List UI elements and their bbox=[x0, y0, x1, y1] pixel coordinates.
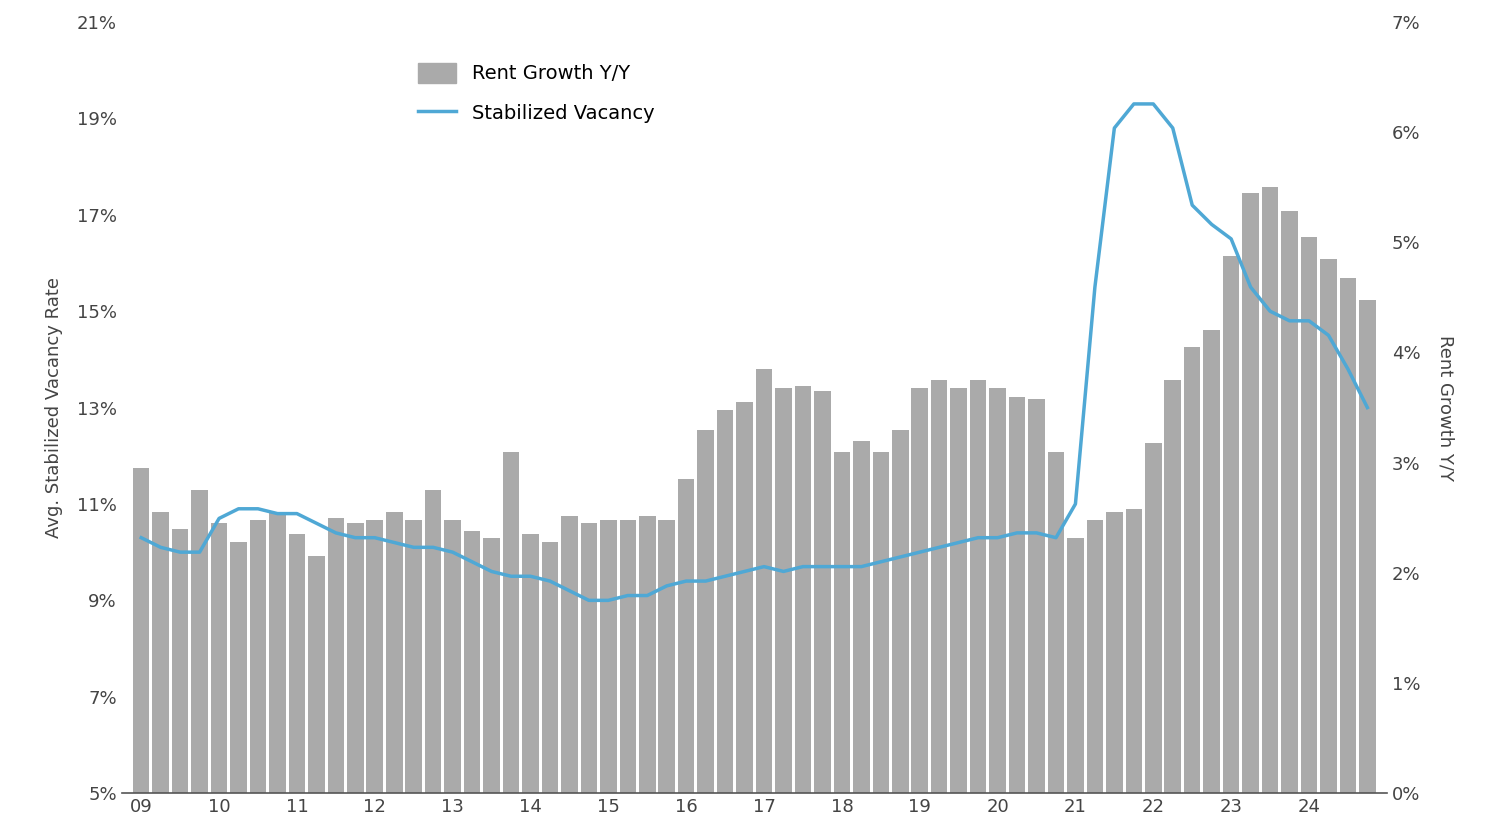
Bar bbox=[444, 520, 460, 793]
Bar bbox=[1222, 256, 1239, 793]
Bar bbox=[1320, 258, 1336, 793]
Bar bbox=[561, 515, 578, 793]
Bar bbox=[1300, 237, 1317, 793]
Bar bbox=[231, 542, 248, 793]
Bar bbox=[211, 524, 228, 793]
Bar bbox=[892, 430, 909, 793]
Bar bbox=[600, 520, 616, 793]
Bar bbox=[756, 369, 772, 793]
Legend: Rent Growth Y/Y, Stabilized Vacancy: Rent Growth Y/Y, Stabilized Vacancy bbox=[410, 55, 663, 131]
Bar bbox=[172, 529, 189, 793]
Bar bbox=[1340, 278, 1356, 793]
Bar bbox=[834, 451, 850, 793]
Bar bbox=[951, 388, 968, 793]
Bar bbox=[853, 440, 870, 793]
Bar bbox=[1144, 443, 1161, 793]
Bar bbox=[815, 391, 831, 793]
Bar bbox=[464, 531, 480, 793]
Bar bbox=[386, 512, 402, 793]
Bar bbox=[1010, 396, 1026, 793]
Bar bbox=[327, 518, 344, 793]
Bar bbox=[192, 490, 208, 793]
Bar bbox=[268, 512, 285, 793]
Bar bbox=[698, 430, 714, 793]
Bar bbox=[308, 556, 324, 793]
Bar bbox=[366, 520, 382, 793]
Bar bbox=[1184, 347, 1200, 793]
Bar bbox=[990, 388, 1006, 793]
Bar bbox=[620, 520, 636, 793]
Bar bbox=[717, 410, 734, 793]
Bar bbox=[1203, 331, 1219, 793]
Bar bbox=[580, 524, 597, 793]
Bar bbox=[249, 520, 267, 793]
Bar bbox=[970, 380, 987, 793]
Bar bbox=[736, 402, 753, 793]
Bar bbox=[134, 468, 150, 793]
Bar bbox=[639, 515, 656, 793]
Bar bbox=[424, 490, 441, 793]
Bar bbox=[1047, 451, 1064, 793]
Y-axis label: Avg. Stabilized Vacancy Rate: Avg. Stabilized Vacancy Rate bbox=[45, 277, 63, 538]
Bar bbox=[795, 386, 812, 793]
Bar bbox=[776, 388, 792, 793]
Bar bbox=[483, 538, 500, 793]
Bar bbox=[1125, 509, 1142, 793]
Bar bbox=[658, 520, 675, 793]
Y-axis label: Rent Growth Y/Y: Rent Growth Y/Y bbox=[1437, 335, 1455, 480]
Bar bbox=[1164, 380, 1180, 793]
Bar bbox=[522, 534, 538, 793]
Bar bbox=[1262, 187, 1278, 793]
Bar bbox=[1028, 399, 1045, 793]
Bar bbox=[542, 542, 558, 793]
Bar bbox=[153, 512, 170, 793]
Bar bbox=[1359, 300, 1376, 793]
Bar bbox=[912, 388, 928, 793]
Bar bbox=[1066, 538, 1083, 793]
Bar bbox=[405, 520, 422, 793]
Bar bbox=[873, 451, 889, 793]
Bar bbox=[1086, 520, 1102, 793]
Bar bbox=[288, 534, 304, 793]
Bar bbox=[503, 451, 519, 793]
Bar bbox=[1242, 193, 1258, 793]
Bar bbox=[1281, 211, 1298, 793]
Bar bbox=[678, 479, 694, 793]
Bar bbox=[932, 380, 948, 793]
Bar bbox=[346, 524, 363, 793]
Bar bbox=[1106, 512, 1122, 793]
